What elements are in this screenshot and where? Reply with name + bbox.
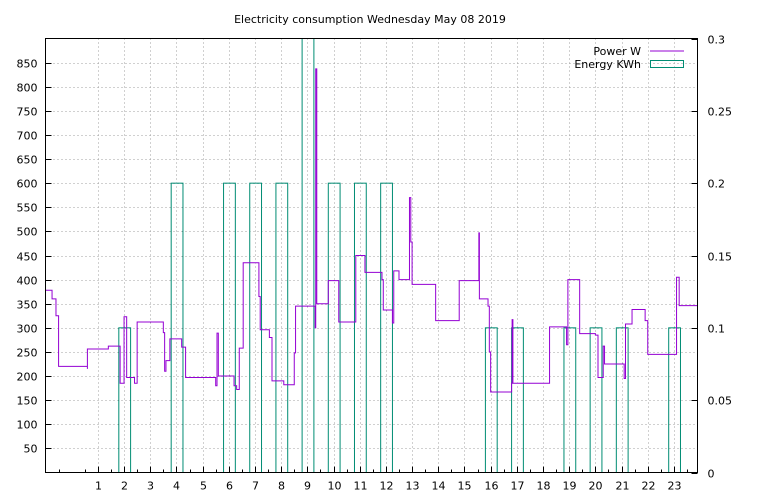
x-tick-label: 16 xyxy=(485,480,499,493)
x-tick-label: 8 xyxy=(278,480,285,493)
legend-label-power: Power W xyxy=(593,45,641,58)
left-tick-label: 400 xyxy=(17,275,38,288)
left-tick-label: 650 xyxy=(17,154,38,167)
left-tick-label: 850 xyxy=(17,58,38,71)
chart-title: Electricity consumption Wednesday May 08… xyxy=(234,13,506,26)
left-tick-label: 350 xyxy=(17,299,38,312)
x-tick-label: 1 xyxy=(95,480,102,493)
right-tick-label: 0.05 xyxy=(708,395,733,408)
x-tick-label: 23 xyxy=(668,480,682,493)
left-axis-ticks: 50 100 150 200 250 300 350 400 450 500 550 600 650 70… xyxy=(17,58,52,456)
x-tick-label: 20 xyxy=(589,480,603,493)
right-axis-ticks: 0 0.05 0.1 0.15 0.2 0.25 0.3 xyxy=(691,34,733,481)
left-tick-label: 750 xyxy=(17,106,38,119)
left-tick-label: 100 xyxy=(17,419,38,432)
left-tick-label: 450 xyxy=(17,251,38,264)
x-tick-label: 19 xyxy=(563,480,577,493)
energy-bar xyxy=(301,38,315,473)
x-tick-label: 5 xyxy=(200,480,207,493)
right-tick-label: 0.2 xyxy=(708,178,726,191)
x-tick-label: 15 xyxy=(458,480,472,493)
x-tick-label: 3 xyxy=(147,480,154,493)
left-tick-label: 50 xyxy=(24,443,38,456)
x-tick-label: 17 xyxy=(511,480,525,493)
x-tick-label: 2 xyxy=(121,480,128,493)
x-tick-label: 22 xyxy=(642,480,656,493)
right-tick-label: 0.3 xyxy=(708,34,726,47)
x-tick-label: 18 xyxy=(537,480,551,493)
left-tick-label: 300 xyxy=(17,323,38,336)
legend-swatch-energy xyxy=(650,60,684,68)
x-tick-label: 4 xyxy=(173,480,180,493)
x-tick-label: 10 xyxy=(328,480,342,493)
x-tick-label: 6 xyxy=(226,480,233,493)
right-tick-label: 0.15 xyxy=(708,251,733,264)
x-tick-label: 11 xyxy=(354,480,368,493)
right-tick-label: 0 xyxy=(708,468,715,481)
energy-bar xyxy=(170,182,184,474)
x-tick-label: 9 xyxy=(304,480,311,493)
legend: Power W Energy KWh xyxy=(574,45,684,71)
left-tick-label: 200 xyxy=(17,371,38,384)
left-tick-label: 150 xyxy=(17,395,38,408)
legend-label-energy: Energy KWh xyxy=(574,58,641,71)
right-tick-label: 0.25 xyxy=(708,106,733,119)
x-tick-label: 7 xyxy=(252,480,259,493)
energy-bar xyxy=(589,327,603,474)
x-tick-label: 21 xyxy=(616,480,630,493)
power-w-series xyxy=(45,68,698,393)
x-axis-ticks: 1 2 3 4 5 6 7 8 9 10 11 12 13 14 15 16 17 18 19 20 21 22 23 xyxy=(59,466,688,493)
left-tick-label: 600 xyxy=(17,178,38,191)
x-tick-label: 12 xyxy=(380,480,394,493)
plot-frame xyxy=(45,38,698,473)
x-tick-label: 13 xyxy=(406,480,420,493)
left-tick-label: 250 xyxy=(17,347,38,360)
left-tick-label: 800 xyxy=(17,82,38,95)
left-tick-label: 550 xyxy=(17,202,38,215)
grid-lines xyxy=(45,38,698,473)
left-tick-label: 500 xyxy=(17,226,38,239)
right-tick-label: 0.1 xyxy=(708,323,726,336)
left-tick-label: 700 xyxy=(17,130,38,143)
power-line xyxy=(45,68,698,393)
x-tick-label: 14 xyxy=(432,480,446,493)
